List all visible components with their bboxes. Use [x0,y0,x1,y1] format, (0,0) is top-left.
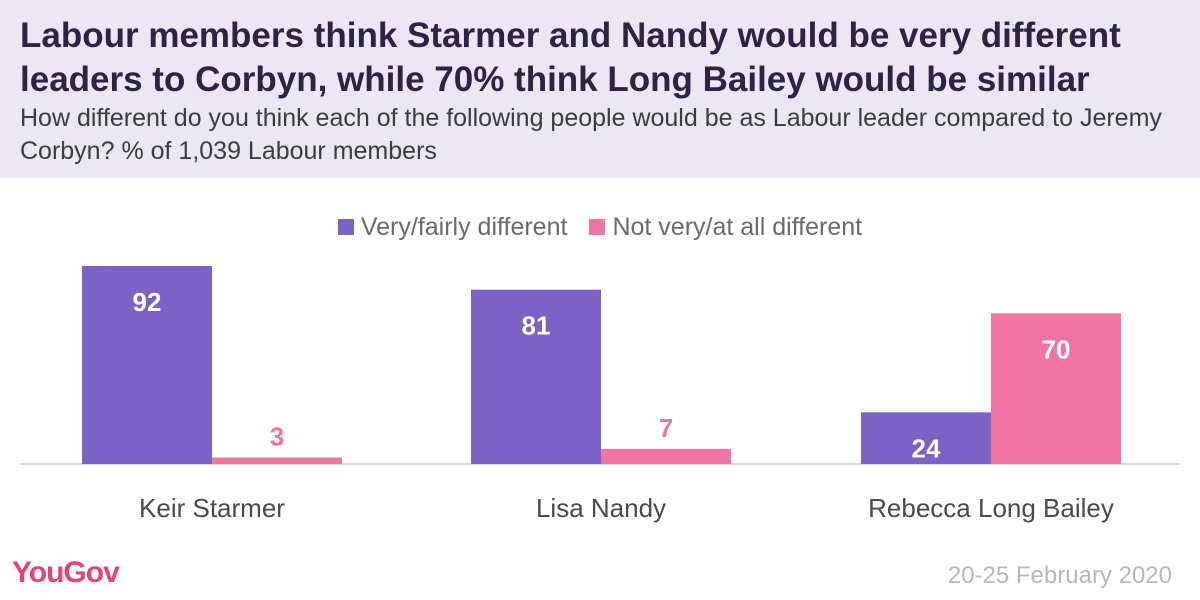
legend-label-different: Very/fairly different [360,212,568,241]
legend: Very/fairly different Not very/at all di… [0,210,1200,244]
legend-item-not-different: Not very/at all different [589,213,862,242]
legend-swatch-different [337,219,354,235]
chart-subtitle: How different do you think each of the f… [20,104,1162,165]
bar-lisa-nandy-not-different [601,448,731,464]
bar-rebecca-long-bailey-different [861,412,991,464]
chart-title: Labour members think Starmer and Nandy w… [20,16,1121,99]
bar-rebecca-long-bailey-not-different [991,313,1121,464]
data-label-rebecca-long-bailey-not-different: 70 [1042,334,1071,364]
data-label-lisa-nandy-different: 81 [522,311,551,341]
legend-swatch-not-different [589,219,606,235]
bar-keir-starmer-not-different [212,457,342,464]
fieldwork-date: 20-25 February 2020 [947,562,1172,589]
data-label-keir-starmer-different: 92 [133,287,162,317]
data-label-lisa-nandy-not-different: 7 [659,413,673,443]
bar-lisa-nandy-different [471,289,601,464]
category-label-keir-starmer: Keir Starmer [139,493,285,523]
header-band: Labour members think Starmer and Nandy w… [0,0,1200,178]
legend-label-not-different: Not very/at all different [612,212,863,241]
yougov-logo: YouGov [12,556,120,589]
legend-item-different: Very/fairly different [337,212,568,242]
category-label-rebecca-long-bailey: Rebecca Long Bailey [868,493,1114,523]
data-label-rebecca-long-bailey-different: 24 [912,433,941,463]
category-label-lisa-nandy: Lisa Nandy [536,493,666,523]
data-label-keir-starmer-not-different: 3 [270,422,284,452]
bar-keir-starmer-different [82,266,212,464]
